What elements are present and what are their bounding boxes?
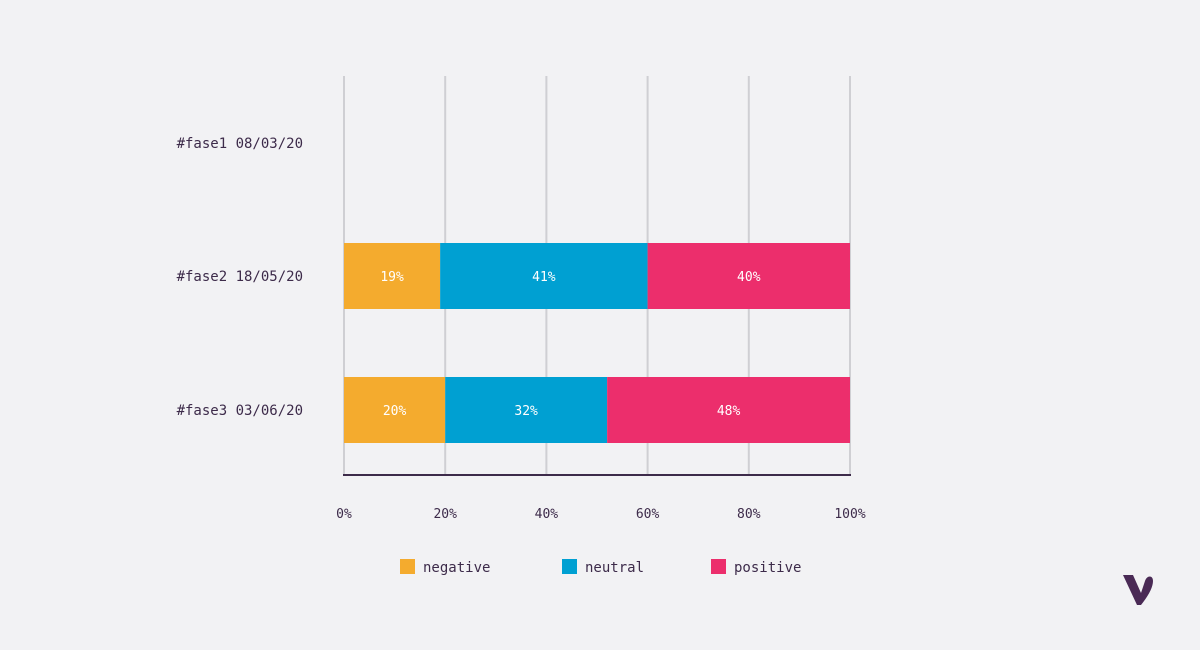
bar-label-negative-2: 19% bbox=[380, 270, 404, 285]
category-label-2: #fase2 18/05/20 bbox=[177, 269, 303, 285]
bar-label-positive-2: 40% bbox=[737, 270, 761, 285]
bar-positive-2 bbox=[647, 243, 850, 309]
legend-swatch-negative bbox=[400, 559, 415, 574]
bar-negative-3 bbox=[344, 377, 446, 443]
category-label-3: #fase3 03/06/20 bbox=[177, 403, 303, 419]
bar-label-neutral-2: 41% bbox=[532, 270, 556, 285]
legend-label-negative: negative bbox=[423, 560, 490, 576]
bar-value-labels: 19% 41% 40% 20% 32% 48% bbox=[380, 270, 760, 419]
bar-label-neutral-3: 32% bbox=[514, 404, 538, 419]
legend: negative neutral positive bbox=[400, 559, 801, 576]
bar-negative-2 bbox=[344, 243, 441, 309]
bar-label-negative-3: 20% bbox=[383, 404, 407, 419]
x-axis: 0% 20% 40% 60% 80% 100% bbox=[336, 474, 866, 522]
x-tick-label-80: 80% bbox=[737, 507, 761, 522]
bars bbox=[344, 243, 850, 443]
x-tick-label-40: 40% bbox=[535, 507, 559, 522]
category-labels: #fase1 08/03/20 #fase2 18/05/20 #fase3 03/… bbox=[177, 136, 303, 419]
bar-neutral-3 bbox=[445, 377, 608, 443]
bar-neutral-2 bbox=[440, 243, 648, 309]
legend-swatch-neutral bbox=[562, 559, 577, 574]
legend-swatch-positive bbox=[711, 559, 726, 574]
category-label-1: #fase1 08/03/20 bbox=[177, 136, 303, 152]
x-tick-label-60: 60% bbox=[636, 507, 660, 522]
brand-logo-icon bbox=[1123, 575, 1153, 605]
x-tick-label-100: 100% bbox=[834, 507, 865, 522]
legend-label-neutral: neutral bbox=[585, 560, 644, 576]
x-tick-label-20: 20% bbox=[433, 507, 457, 522]
bar-positive-3 bbox=[607, 377, 850, 443]
legend-label-positive: positive bbox=[734, 560, 801, 576]
x-tick-label-0: 0% bbox=[336, 507, 352, 522]
bar-label-positive-3: 48% bbox=[717, 404, 741, 419]
